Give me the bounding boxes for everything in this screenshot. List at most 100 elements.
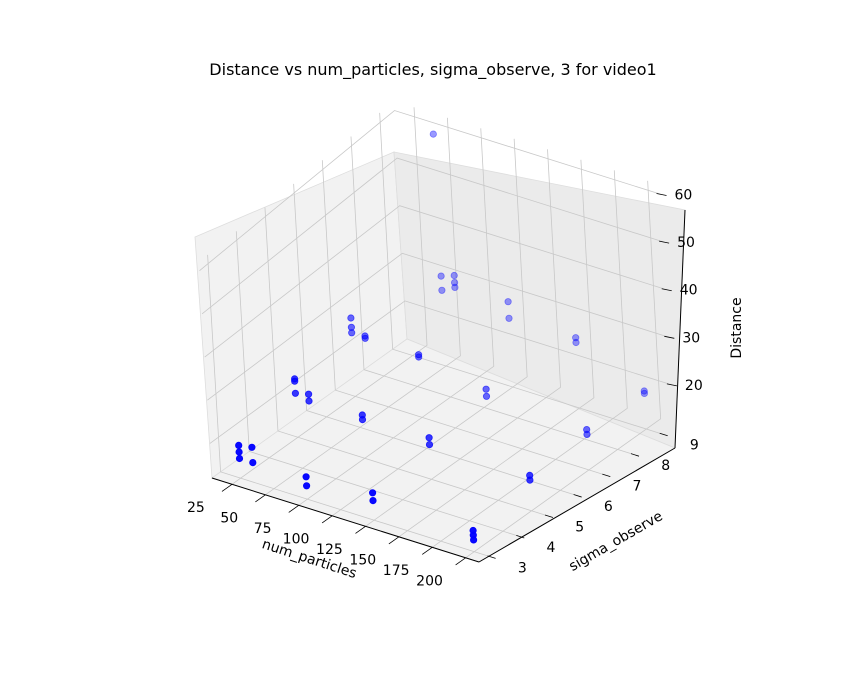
data-point bbox=[425, 440, 434, 449]
data-point bbox=[451, 283, 459, 291]
data-points bbox=[235, 130, 649, 544]
data-point bbox=[526, 476, 534, 484]
y-tick-mark bbox=[544, 514, 554, 518]
y-tick-label: 7 bbox=[633, 479, 642, 495]
data-point bbox=[358, 415, 367, 424]
y-tick-label: 8 bbox=[661, 458, 670, 474]
data-point bbox=[248, 443, 256, 451]
y-gridline bbox=[293, 183, 574, 495]
x-gridline bbox=[432, 170, 628, 548]
data-point bbox=[482, 392, 491, 400]
data-point bbox=[437, 272, 445, 280]
z-gridline bbox=[207, 252, 670, 401]
z-tick-label: 50 bbox=[677, 235, 695, 251]
y-tick-label: 4 bbox=[547, 540, 556, 556]
y-axis-line bbox=[478, 447, 676, 563]
x-tick-mark bbox=[388, 536, 400, 545]
z-tick-label: 20 bbox=[685, 378, 703, 394]
data-point bbox=[235, 448, 243, 456]
axis-lines bbox=[211, 209, 686, 563]
x-tick-label: 100 bbox=[283, 531, 310, 547]
data-point bbox=[415, 353, 423, 361]
data-point bbox=[425, 434, 433, 442]
z-tick-label: 30 bbox=[682, 330, 700, 346]
x-tick-label: 175 bbox=[383, 563, 410, 579]
y-tick-label: 6 bbox=[604, 499, 613, 515]
x-gridline bbox=[331, 138, 528, 517]
x-tick-label: 75 bbox=[254, 521, 272, 537]
chart-title: Distance vs num_particles, sigma_observe… bbox=[209, 60, 656, 80]
data-point bbox=[640, 389, 649, 397]
x-tick-label: 150 bbox=[349, 552, 376, 568]
data-point bbox=[450, 271, 458, 280]
data-point bbox=[302, 482, 311, 490]
data-point bbox=[361, 334, 369, 342]
y-tick-mark bbox=[487, 555, 496, 559]
z-axis-label: Distance bbox=[729, 297, 745, 358]
x-tick-mark bbox=[422, 546, 433, 555]
z-axis-line bbox=[674, 209, 686, 449]
x-gridline bbox=[231, 107, 428, 485]
y-tick-mark bbox=[602, 473, 611, 478]
x-tick-label: 25 bbox=[187, 500, 205, 516]
x-tick-mark bbox=[255, 494, 266, 503]
grid-lines bbox=[199, 107, 673, 559]
data-point bbox=[640, 387, 648, 395]
z-tick-mark bbox=[656, 193, 667, 196]
y-gridline bbox=[235, 231, 517, 536]
z-tick-mark bbox=[664, 335, 675, 339]
z-gridline bbox=[204, 205, 667, 358]
tick-marks bbox=[221, 193, 677, 566]
z-tick-mark bbox=[666, 383, 677, 387]
data-point bbox=[572, 334, 580, 342]
data-point bbox=[291, 389, 299, 397]
data-point bbox=[302, 473, 310, 481]
x-gridline bbox=[465, 180, 662, 559]
data-point bbox=[305, 397, 313, 405]
y-tick-mark bbox=[630, 453, 640, 457]
x-gridline bbox=[298, 128, 495, 506]
z-tick-mark bbox=[661, 288, 672, 292]
z-tick-mark bbox=[659, 240, 670, 244]
data-point bbox=[429, 130, 437, 138]
y-gridline bbox=[379, 112, 660, 434]
data-point bbox=[482, 385, 490, 393]
data-point bbox=[348, 329, 356, 337]
data-point bbox=[304, 390, 313, 398]
x-tick-label: 50 bbox=[220, 510, 238, 526]
y-tick-mark bbox=[659, 432, 668, 437]
data-point bbox=[369, 496, 377, 505]
z-tick-label: 60 bbox=[675, 188, 693, 204]
data-point bbox=[438, 286, 446, 294]
z-tick-label: 40 bbox=[680, 283, 698, 299]
x-tick-label: 200 bbox=[416, 573, 443, 589]
data-point bbox=[572, 338, 580, 347]
x-tick-mark bbox=[355, 525, 366, 534]
y-gridline bbox=[207, 254, 488, 557]
data-point bbox=[505, 314, 513, 322]
x-gridline bbox=[365, 149, 561, 527]
y-tick-label: 9 bbox=[690, 438, 699, 454]
y-tick-mark bbox=[573, 494, 582, 498]
y-gridline bbox=[264, 207, 546, 516]
data-point bbox=[249, 458, 257, 467]
y-tick-label: 3 bbox=[518, 560, 527, 576]
y-gridline bbox=[321, 160, 603, 475]
data-point bbox=[291, 377, 299, 385]
x-tick-mark bbox=[288, 504, 300, 513]
data-point bbox=[235, 454, 244, 463]
x-gridline bbox=[265, 117, 461, 496]
data-point bbox=[235, 441, 243, 449]
y-gridline bbox=[350, 136, 632, 455]
x-tick-mark bbox=[221, 483, 233, 492]
data-point bbox=[504, 298, 512, 306]
x-tick-mark bbox=[321, 515, 333, 524]
z-gridline bbox=[199, 110, 662, 271]
z-gridline bbox=[201, 157, 665, 315]
y-tick-mark bbox=[516, 535, 525, 539]
data-point bbox=[368, 489, 377, 497]
data-point bbox=[583, 430, 591, 438]
tick-labels: 25 50 75 100 125 150 175 200 3 4 5 6 7 8 9 20 30 40 50 60 bbox=[187, 188, 703, 590]
data-point bbox=[347, 314, 355, 322]
